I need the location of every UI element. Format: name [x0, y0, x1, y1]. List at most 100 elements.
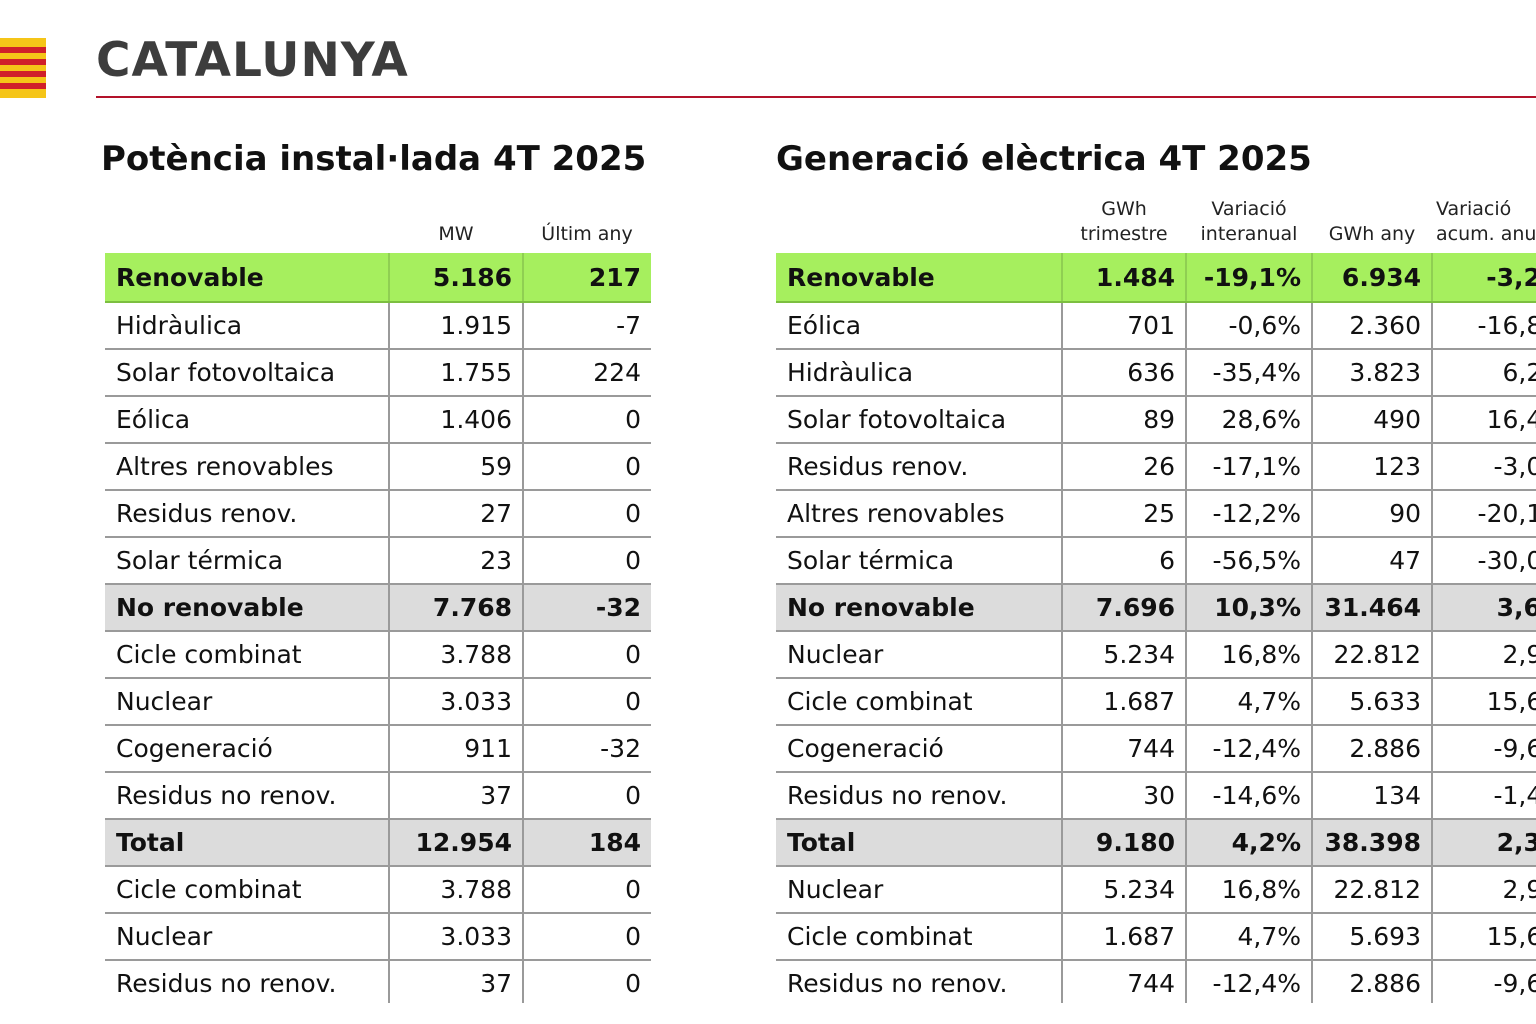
variation-cumulative-cell: -3,0%: [1431, 443, 1536, 491]
row-label: Eólica: [105, 396, 389, 444]
variation-yoy-cell: 10,3%: [1185, 584, 1312, 632]
variation-cumulative-cell: 16,4%: [1431, 396, 1536, 444]
variation-yoy-cell: -35,4%: [1185, 349, 1312, 397]
gwh-quarter-cell: 30: [1061, 772, 1186, 820]
gwh-year-cell: 22.812: [1311, 631, 1432, 679]
mw-cell: 59: [388, 443, 523, 491]
variation-cumulative-cell: -30,0%: [1431, 537, 1536, 585]
gwh-quarter-cell: 744: [1061, 960, 1186, 1003]
variation-cumulative-cell: 6,2%: [1431, 349, 1536, 397]
table-row-cogeneracio: Cogeneració 911 -32: [105, 725, 651, 773]
row-label: Hidràulica: [105, 302, 389, 350]
gwh-year-cell: 38.398: [1311, 819, 1432, 867]
table-row-nuclear: Nuclear 3.033 0: [105, 678, 651, 726]
row-label: Residus renov.: [776, 443, 1062, 491]
table-row-cicle-combinat: Cicle combinat 3.788 0: [105, 866, 651, 914]
gwh-quarter-cell: 89: [1061, 396, 1186, 444]
row-label: No renovable: [105, 584, 389, 632]
column-header-variation-cumulative: Variació acum. anual: [1436, 198, 1536, 245]
gwh-year-cell: 2.886: [1311, 960, 1432, 1003]
gwh-year-cell: 90: [1311, 490, 1432, 538]
generation-table: GWh trimestre Variació interanual GWh an…: [776, 192, 1536, 1003]
last-year-cell: 0: [522, 396, 651, 444]
variation-cumulative-cell: -20,1%: [1431, 490, 1536, 538]
table-row-solar-fotovoltaica: Solar fotovoltaica 1.755 224: [105, 349, 651, 397]
gwh-year-cell: 6.934: [1311, 253, 1432, 303]
gwh-year-cell: 2.360: [1311, 302, 1432, 350]
gwh-year-cell: 3.823: [1311, 349, 1432, 397]
variation-yoy-cell: -14,6%: [1185, 772, 1312, 820]
mw-cell: 23: [388, 537, 523, 585]
row-label: Nuclear: [776, 631, 1062, 679]
gwh-year-cell: 490: [1311, 396, 1432, 444]
gwh-year-cell: 2.886: [1311, 725, 1432, 773]
mw-cell: 3.033: [388, 913, 523, 961]
row-label: Residus no renov.: [776, 772, 1062, 820]
variation-yoy-cell: -12,4%: [1185, 725, 1312, 773]
row-label: Cicle combinat: [105, 866, 389, 914]
table-row-residus-no-renov: Residus no renov. 37 0: [105, 960, 651, 1003]
mw-cell: 7.768: [388, 584, 523, 632]
variation-yoy-cell: -17,1%: [1185, 443, 1312, 491]
variation-cumulative-cell: 15,6%: [1431, 678, 1536, 726]
gwh-year-cell: 47: [1311, 537, 1432, 585]
row-label: Nuclear: [105, 678, 389, 726]
variation-cumulative-cell: -9,6%: [1431, 960, 1536, 1003]
row-label: Cicle combinat: [776, 678, 1062, 726]
last-year-cell: -32: [522, 584, 651, 632]
row-label: Nuclear: [776, 866, 1062, 914]
gwh-quarter-cell: 1.484: [1061, 253, 1186, 303]
gwh-quarter-cell: 701: [1061, 302, 1186, 350]
mw-cell: 1.406: [388, 396, 523, 444]
gwh-quarter-cell: 25: [1061, 490, 1186, 538]
installed-table-area: MW Últim any Renovable 5.186 217 Hidràulica…: [105, 192, 651, 1003]
row-label: Eólica: [776, 302, 1062, 350]
variation-cumulative-cell: 3,6%: [1431, 584, 1536, 632]
variation-cumulative-cell: -16,8%: [1431, 302, 1536, 350]
mw-cell: 3.788: [388, 866, 523, 914]
mw-cell: 3.788: [388, 631, 523, 679]
row-label: No renovable: [776, 584, 1062, 632]
variation-yoy-cell: -12,4%: [1185, 960, 1312, 1003]
row-label: Nuclear: [105, 913, 389, 961]
table-row-no-renovable: No renovable 7.768 -32: [105, 584, 651, 632]
table-row-renovable: Renovable 5.186 217: [105, 253, 651, 303]
last-year-cell: 0: [522, 537, 651, 585]
gwh-year-cell: 5.693: [1311, 913, 1432, 961]
page-title: CATALUNYA: [96, 33, 409, 88]
gwh-quarter-cell: 26: [1061, 443, 1186, 491]
last-year-cell: 224: [522, 349, 651, 397]
variation-cumulative-cell: 2,9%: [1431, 631, 1536, 679]
variation-cumulative-cell: -3,2%: [1431, 253, 1536, 303]
row-label: Altres renovables: [776, 490, 1062, 538]
generation-title: Generació elèctrica 4T 2025: [776, 139, 1312, 179]
variation-yoy-cell: 16,8%: [1185, 631, 1312, 679]
row-label: Cicle combinat: [105, 631, 389, 679]
variation-yoy-cell: 4,2%: [1185, 819, 1312, 867]
row-label: Renovable: [776, 253, 1062, 303]
last-year-cell: 0: [522, 913, 651, 961]
table-row-residus-renov: Residus renov.26-17,1%123-3,0%: [776, 443, 1536, 491]
row-label: Total: [105, 819, 389, 867]
gwh-quarter-cell: 1.687: [1061, 913, 1186, 961]
variation-cumulative-cell: 2,9%: [1431, 866, 1536, 914]
gwh-quarter-cell: 6: [1061, 537, 1186, 585]
row-label: Cicle combinat: [776, 913, 1062, 961]
last-year-cell: -32: [522, 725, 651, 773]
gwh-quarter-cell: 744: [1061, 725, 1186, 773]
row-label: Residus no renov.: [105, 772, 389, 820]
mw-cell: 37: [388, 772, 523, 820]
table-row-residus-no-renov: Residus no renov.30-14,6%134-1,4%: [776, 772, 1536, 820]
row-label: Hidràulica: [776, 349, 1062, 397]
variation-yoy-cell: 28,6%: [1185, 396, 1312, 444]
table-row-solar-termica: Solar térmica 23 0: [105, 537, 651, 585]
installed-power-table: MW Últim any Renovable 5.186 217 Hidràulica…: [105, 192, 651, 1003]
gwh-quarter-cell: 1.687: [1061, 678, 1186, 726]
